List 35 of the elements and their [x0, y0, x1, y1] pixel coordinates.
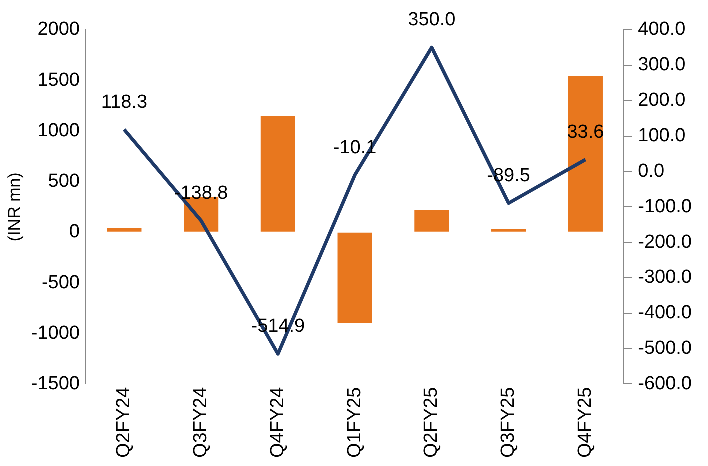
y-axis-title: (INR mn) [4, 172, 24, 242]
y2-tick-label: 100.0 [638, 126, 686, 147]
x-tick-label: Q4FY24 [267, 386, 288, 458]
bar [107, 228, 142, 232]
y-tick-label: 2000 [38, 19, 80, 40]
y2-tick-label: 200.0 [638, 90, 686, 112]
y-tick-label: 1500 [38, 70, 80, 91]
bar [414, 210, 450, 232]
y-tick-label: -500 [42, 272, 80, 294]
bar [338, 232, 372, 324]
x-tick-label: Q3FY24 [190, 386, 212, 458]
x-tick-label: Q2FY25 [421, 387, 442, 458]
y2-tick-label: -100.0 [638, 196, 692, 218]
bar [260, 116, 296, 232]
y2-tick-label: -600.0 [638, 373, 692, 394]
y2-tick-label: -500.0 [638, 338, 692, 360]
bar [568, 76, 603, 232]
y-tick-label: -1000 [31, 322, 80, 344]
y2-tick-label: -400.0 [638, 302, 692, 324]
y2-tick-label: -300.0 [638, 267, 692, 288]
y2-tick-label: 0.0 [638, 160, 665, 182]
y-tick-label: 1000 [38, 120, 80, 142]
y2-tick-label: -200.0 [638, 232, 692, 253]
y-tick-label: 0 [69, 222, 80, 243]
y-tick-label: 500 [48, 171, 80, 192]
data-label: 118.3 [101, 92, 148, 113]
y2-tick-label: 400.0 [638, 19, 686, 40]
data-label: 350.0 [408, 10, 456, 31]
x-tick-label: Q1FY25 [344, 387, 366, 458]
y-tick-label: -1500 [31, 373, 80, 394]
y2-tick-label: 300.0 [638, 54, 686, 76]
x-tick-label: Q2FY24 [114, 386, 135, 458]
bar [492, 229, 526, 232]
x-tick-label: Q3FY25 [498, 387, 520, 458]
x-tick-label: Q4FY25 [574, 387, 596, 458]
